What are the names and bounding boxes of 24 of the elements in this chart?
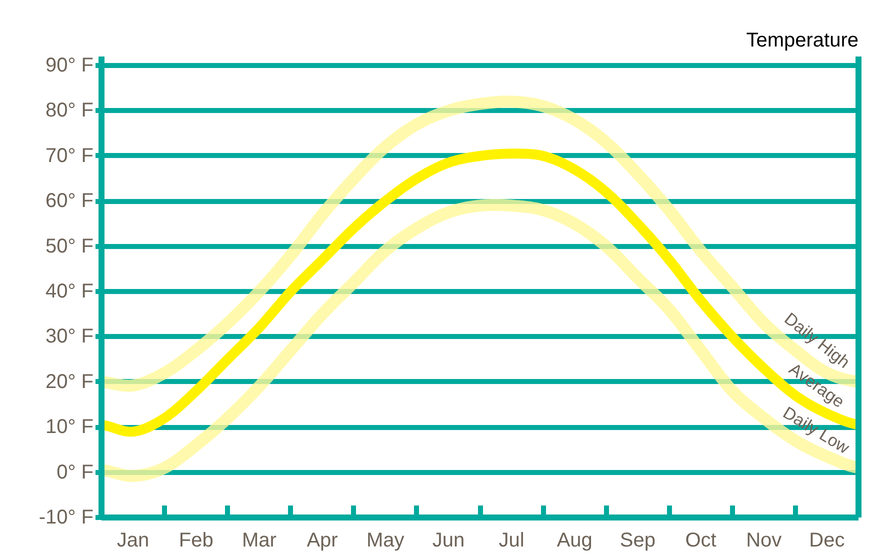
y-tick-label: 60° F (45, 190, 94, 212)
y-tick-label: 40° F (45, 280, 94, 303)
x-tick-label: Oct (685, 530, 717, 552)
y-tick-label: 10° F (45, 416, 94, 438)
x-tick-label: Nov (746, 530, 782, 552)
chart-title: Temperature (746, 30, 859, 52)
y-tick-label: 90° F (45, 54, 94, 77)
x-tick-label: Dec (809, 530, 845, 552)
x-tick-label: May (366, 530, 404, 552)
y-tick-label: 0° F (56, 461, 94, 484)
x-tick-label: Jan (116, 530, 150, 552)
y-tick-label: 50° F (45, 235, 94, 258)
x-tick-label: Jun (432, 530, 465, 552)
x-tick-label: Aug (556, 530, 592, 552)
y-tick-label: 80° F (45, 100, 94, 122)
x-tick-label: Mar (242, 530, 277, 552)
x-tick-label: Feb (178, 530, 214, 552)
x-tick-label: Sep (620, 530, 656, 552)
x-tick-label: Apr (306, 530, 338, 552)
y-tick-label: 30° F (45, 326, 94, 348)
y-tick-label: 70° F (45, 144, 94, 167)
x-tick-label: Jul (498, 530, 524, 552)
y-tick-label: -10° F (38, 506, 94, 528)
y-tick-label: 20° F (45, 370, 94, 393)
